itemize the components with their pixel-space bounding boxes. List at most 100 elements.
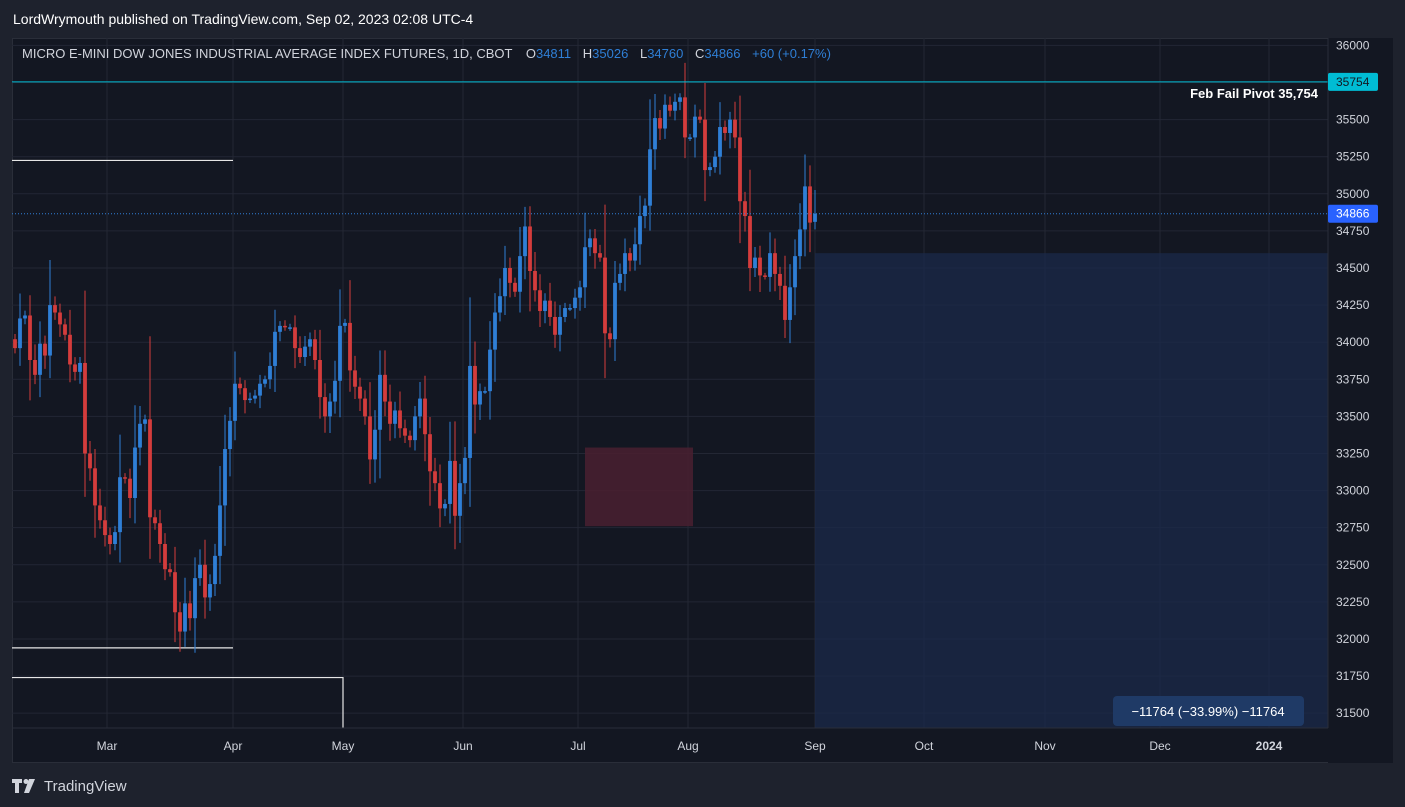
candle: [238, 377, 242, 395]
publisher-bar: LordWrymouth published on TradingView.co…: [0, 0, 1405, 38]
candle: [33, 344, 37, 385]
candle: [633, 227, 637, 271]
candle: [773, 238, 777, 292]
candle: [573, 288, 577, 319]
candle: [43, 335, 47, 369]
candle: [813, 189, 817, 230]
candle: [653, 94, 657, 170]
high-value: 35026: [592, 46, 628, 61]
candle: [173, 546, 177, 643]
price-tick-label: 32000: [1336, 632, 1370, 646]
time-tick-label: 2024: [1256, 739, 1283, 753]
candle: [698, 109, 702, 124]
pivot-tag-text: 35754: [1336, 75, 1370, 89]
symbol-legend: MICRO E-MINI DOW JONES INDUSTRIAL AVERAG…: [22, 46, 831, 61]
candle: [228, 407, 232, 477]
candle: [768, 232, 772, 292]
projection-shade: [815, 253, 1328, 728]
candle: [118, 434, 122, 563]
last-price-tag: 34866: [1328, 204, 1378, 223]
time-tick-label: Aug: [677, 739, 698, 753]
candle: [618, 263, 622, 291]
candle: [628, 247, 632, 272]
candle: [158, 509, 162, 563]
open-value: 34811: [536, 46, 571, 61]
candle: [453, 421, 457, 550]
candle: [23, 310, 27, 325]
candle: [313, 329, 317, 370]
candle: [223, 414, 227, 546]
price-tick-label: 32250: [1336, 595, 1370, 609]
candle: [318, 329, 322, 419]
candle: [18, 293, 22, 366]
price-tick-label: 33750: [1336, 372, 1370, 386]
candle: [598, 244, 602, 262]
candle: [723, 120, 727, 141]
symbol-name: MICRO E-MINI DOW JONES INDUSTRIAL AVERAG…: [22, 46, 512, 61]
candle: [58, 303, 62, 337]
change-value: +60 (+0.17%): [752, 46, 831, 61]
time-tick-label: May: [332, 739, 355, 753]
candle: [418, 381, 422, 429]
measure-box[interactable]: −11764 (−33.99%) −11764: [1113, 696, 1304, 726]
candle: [608, 327, 612, 348]
candle: [638, 195, 642, 265]
candle: [578, 280, 582, 311]
candle: [123, 473, 127, 484]
candle: [733, 101, 737, 149]
candle: [243, 380, 247, 414]
candle: [708, 162, 712, 177]
price-axis[interactable]: 3600035750355003525035000347503450034250…: [1327, 38, 1393, 763]
candle: [673, 93, 677, 121]
candle: [48, 259, 52, 379]
candle: [248, 392, 252, 404]
pivot-price-tag: 35754: [1328, 72, 1378, 91]
measure-label: −11764 (−33.99%) −11764: [1131, 704, 1284, 719]
candle: [603, 204, 607, 379]
candle: [338, 289, 342, 418]
price-chart[interactable]: Feb Fail Pivot 35,754 MICRO E-MINI DOW J…: [12, 38, 1393, 763]
candle: [383, 350, 387, 417]
candle: [713, 150, 717, 173]
candle: [568, 303, 572, 312]
candle: [493, 293, 497, 382]
candle: [73, 357, 77, 381]
candle: [108, 527, 112, 555]
publisher-text: LordWrymouth published on TradingView.co…: [13, 11, 474, 27]
candle: [448, 421, 452, 524]
candle: [483, 386, 487, 394]
candle: [178, 602, 182, 652]
candle: [168, 562, 172, 577]
candle: [533, 252, 537, 302]
candle: [443, 499, 447, 517]
candle: [688, 133, 692, 141]
candle: [408, 430, 412, 448]
price-tick-label: 33250: [1336, 446, 1370, 460]
candle: [258, 374, 262, 409]
candle: [553, 301, 557, 348]
time-tick-label: Nov: [1034, 739, 1055, 753]
candle: [78, 357, 82, 384]
candle: [558, 305, 562, 352]
candle: [798, 203, 802, 270]
candle: [563, 302, 567, 323]
candle: [503, 245, 507, 315]
candle: [293, 315, 297, 369]
footer-brand[interactable]: TradingView: [12, 772, 127, 800]
time-tick-label: Mar: [97, 739, 118, 753]
candle: [183, 577, 187, 647]
time-tick-label: Jul: [570, 739, 585, 753]
candle: [298, 336, 302, 363]
candle: [333, 360, 337, 414]
bottom-white-line: [12, 676, 344, 728]
candle: [198, 549, 202, 586]
candle: [763, 272, 767, 280]
candle: [423, 375, 427, 462]
candle: [203, 539, 207, 619]
time-axis[interactable]: Mar Apr May Jun Jul Aug Sep Oct Nov Dec 2024: [12, 727, 1328, 753]
candle: [398, 391, 402, 438]
candle: [148, 336, 152, 559]
candle: [518, 227, 522, 313]
candle: [138, 406, 142, 466]
candle: [468, 297, 472, 507]
